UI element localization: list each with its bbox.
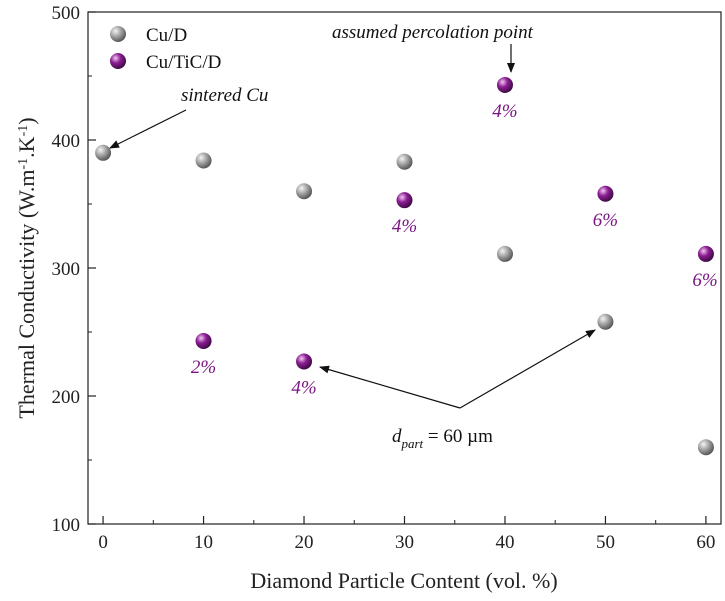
cu-tic-d-point [195,332,212,349]
x-tick-label: 20 [295,532,314,553]
tic-percent-label: 4% [291,377,316,398]
cu-d-point [597,313,614,330]
x-axis-title: Diamond Particle Content (vol. %) [250,568,557,593]
cu-tic-d-point [697,245,714,262]
cu-tic-d-point [396,192,413,209]
series-cu-d [95,144,714,456]
cu-d-point [296,183,313,200]
cu-d-point [496,245,513,262]
y-axis: 100 200 300 400 500 [52,3,96,536]
annotations: sintered Cu assumed percolation point dp… [109,22,596,451]
x-tick-label: 10 [194,532,213,553]
x-tick-label: 30 [395,532,414,553]
cu-d-point [95,144,112,161]
annotation-sintered-arrow [109,109,187,149]
legend: Cu/D Cu/TiC/D [110,25,221,73]
legend-label-cu-d: Cu/D [146,25,187,46]
annotation-sintered-cu: sintered Cu [181,85,268,106]
x-tick-label: 50 [596,532,615,553]
y-tick-label: 100 [52,515,81,536]
tic-percent-label: 4% [392,216,417,237]
tic-percent-label: 6% [593,210,618,231]
annotation-percolation: assumed percolation point [332,22,534,43]
cu-d-point [697,439,714,456]
legend-label-cu-tic-d: Cu/TiC/D [146,52,221,73]
annotation-dpart-arrow-left [319,365,461,409]
y-tick-label: 200 [52,387,81,408]
annotation-dpart-arrow-right [459,329,596,409]
x-axis: 0 10 20 30 40 50 60 [98,516,715,553]
x-tick-label: 60 [696,532,715,553]
tic-percent-label: 6% [692,270,717,291]
cu-tic-d-point [496,76,513,93]
legend-marker-cu-d [110,26,126,42]
series-cu-tic-d: 2% 4% 4% 4% 6% 6% [191,76,718,398]
y-tick-label: 400 [52,131,81,152]
cu-tic-d-point [296,353,313,370]
y-tick-label: 300 [52,259,81,280]
x-tick-label: 40 [495,532,514,553]
annotation-dpart: dpart = 60 µm [392,426,493,451]
y-tick-label: 500 [52,3,81,24]
cu-d-point [396,153,413,170]
legend-marker-cu-tic-d [110,53,126,69]
x-tick-label: 0 [98,532,108,553]
tic-percent-label: 2% [191,357,216,378]
tic-percent-label: 4% [492,101,517,122]
cu-tic-d-point [597,185,614,202]
cu-d-point [195,152,212,169]
y-axis-title: Thermal Conductivity (W.m-1.K-1) [14,117,39,418]
